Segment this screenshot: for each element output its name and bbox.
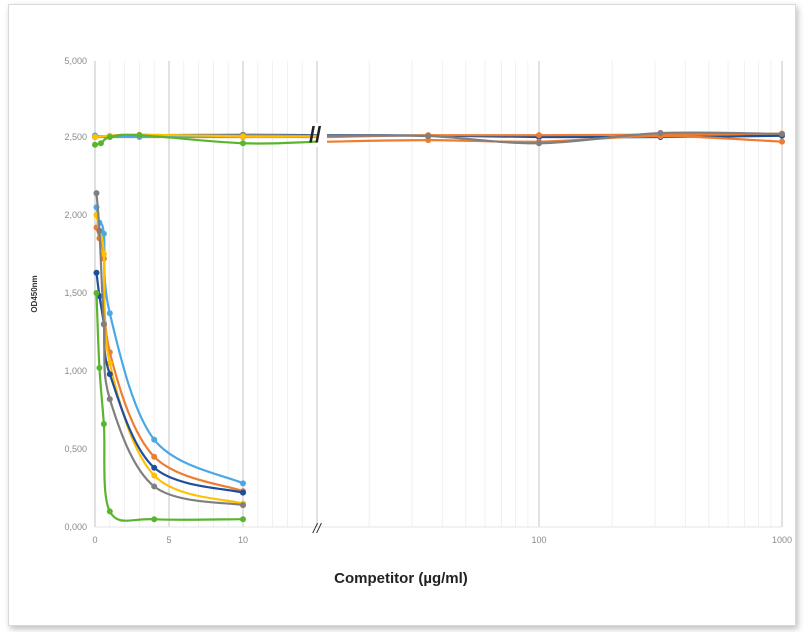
series-10 [93,269,246,496]
data-point [151,472,158,479]
grid-lines [94,61,783,527]
axis-break-bottom: // [312,520,323,536]
data-point [779,138,785,145]
data-point [151,516,158,523]
data-point [93,290,100,296]
data-point [151,436,158,443]
x-axis-title: Competitor (µg/ml) [334,570,468,587]
tick-labels: 0,000 0,500 1,000 1,500 2,000 2,500 5,000 0 5 10 1… [64,56,792,545]
x-tick-label: 100 [531,535,546,545]
data-point [100,251,107,257]
data-point [151,483,158,490]
y-tick-label: 0,500 [64,444,87,454]
data-point [106,371,113,378]
data-point [96,227,103,234]
data-point [106,360,113,367]
data-point [106,310,113,317]
series-3 [92,130,785,147]
data-point [240,516,246,523]
series-line [95,292,244,522]
series-6 [92,132,318,148]
data-point [536,140,542,147]
data-point [106,508,113,515]
data-point [240,502,246,509]
y-tick-label: 5,000 [64,56,87,66]
x-tick-label: 10 [238,535,248,545]
series-group [92,130,785,523]
data-point [240,140,246,147]
y-tick-label: 1,000 [64,366,87,376]
data-point [136,132,143,139]
data-point [92,134,98,140]
data-point [425,133,432,140]
y-tick-label: 2,000 [64,210,87,220]
data-point [106,396,113,403]
data-point [240,480,246,487]
x-tick-label: 5 [166,535,171,545]
y-tick-label: 1,500 [64,288,87,298]
data-point [151,453,158,460]
y-axis-title: OD450nm [30,275,39,312]
data-point [536,132,542,139]
series-11 [93,190,246,509]
y-tick-label: 0,000 [64,522,87,532]
data-point [100,321,107,328]
y-tick-label: 2,500 [64,132,87,142]
series-line [95,206,244,485]
data-point [97,140,104,147]
data-point [96,364,103,371]
series-line [95,214,244,505]
data-point [106,134,113,140]
series-12 [93,290,246,523]
data-point [93,190,100,197]
axes [94,61,782,528]
data-point [657,130,664,137]
data-point [779,130,785,137]
data-point [92,141,98,148]
series-9 [93,212,246,507]
series-7 [93,204,246,487]
x-tick-label: 1000 [772,535,792,545]
line-chart: 0,000 0,500 1,000 1,500 2,000 2,500 5,000 0 5 10 1… [30,56,792,587]
axis-break-top: // [309,122,321,147]
data-point [93,269,100,276]
data-point [100,421,107,428]
x-tick-label: 0 [92,535,97,545]
series-line [95,227,244,493]
data-point [151,464,158,471]
chart-frame: 0,000 0,500 1,000 1,500 2,000 2,500 5,000 0 5 10 1… [8,4,796,626]
data-point [240,489,246,496]
data-point [100,230,107,237]
data-point [240,133,246,140]
